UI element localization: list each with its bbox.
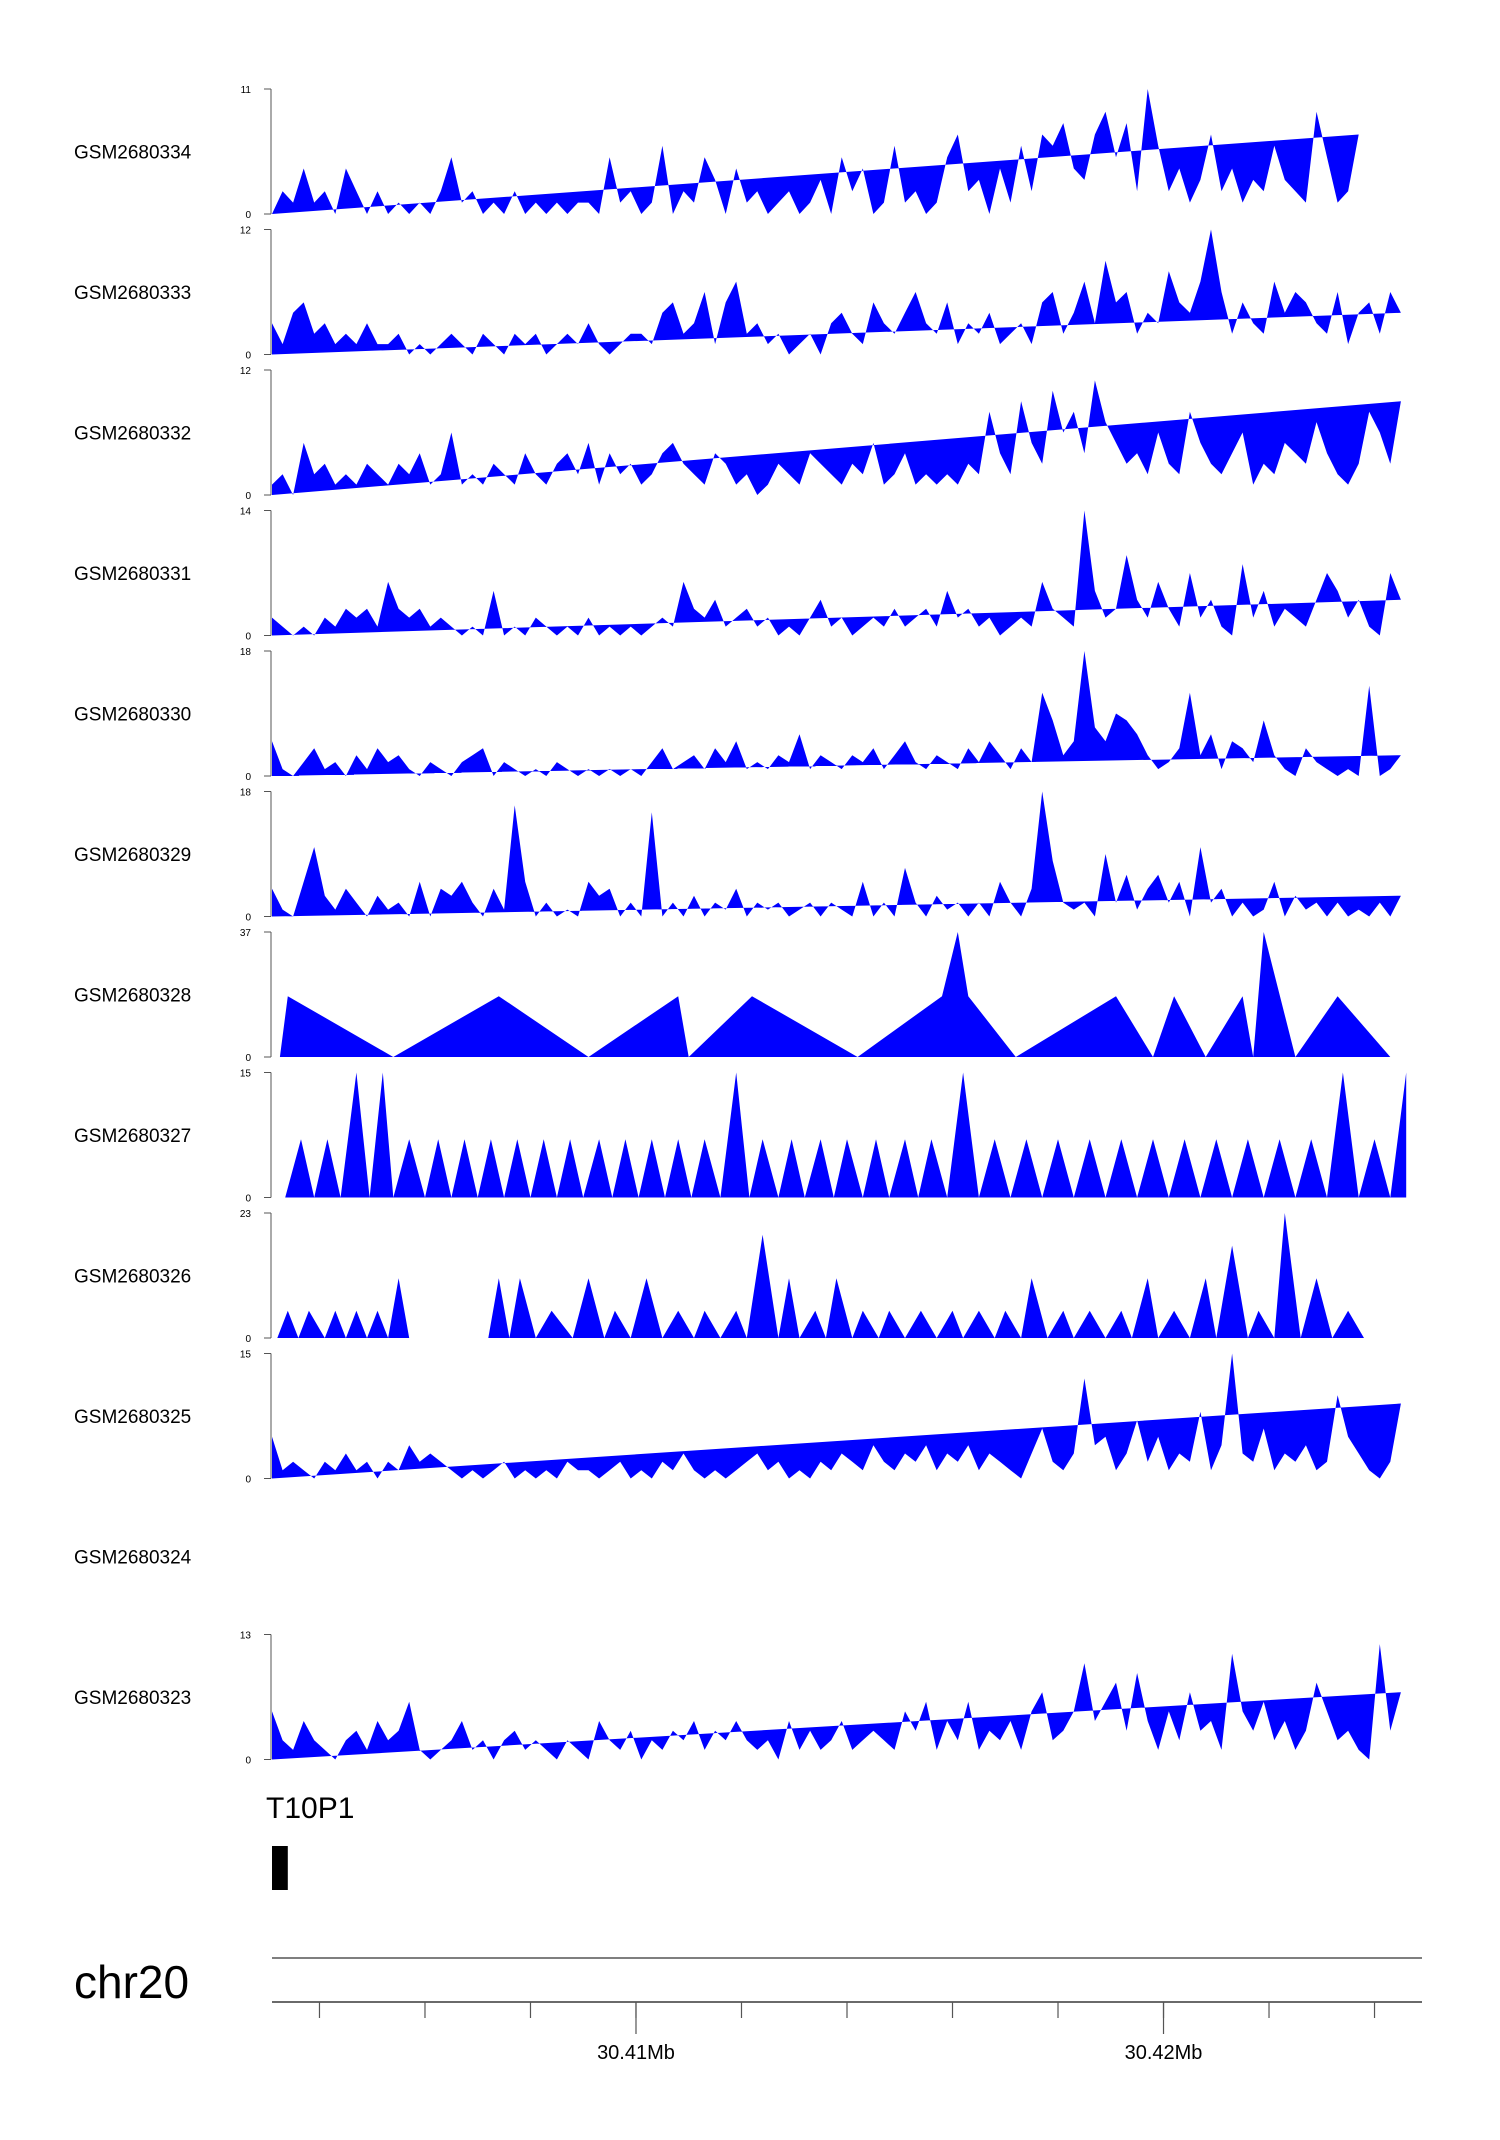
coverage-area — [285, 1072, 1407, 1198]
track-label: GSM2680333 — [74, 283, 191, 304]
track-GSM2680325: GSM2680325 15 0 — [74, 1350, 1401, 1486]
y-axis-min-label: 0 — [245, 210, 251, 221]
gene-feature — [272, 1846, 288, 1890]
track-label: GSM2680334 — [74, 143, 192, 164]
coverage-area — [272, 651, 1401, 776]
coverage-area — [272, 89, 1359, 214]
y-axis-min-label: 0 — [245, 913, 251, 924]
y-axis-max-label: 13 — [240, 1631, 252, 1642]
y-axis-max-label: 14 — [240, 507, 252, 518]
y-axis-min-label: 0 — [245, 1475, 251, 1486]
y-axis-max-label: 12 — [240, 226, 252, 237]
coverage-tracks: GSM2680334110GSM2680333120GSM2680332120G… — [74, 85, 1407, 1767]
coverage-area — [277, 1213, 1364, 1338]
y-axis-max-label: 18 — [240, 788, 252, 799]
track-label: GSM2680332 — [74, 424, 191, 445]
y-axis-min-label: 0 — [245, 772, 251, 783]
y-axis-max-label: 15 — [240, 1350, 252, 1361]
coverage-area — [272, 791, 1401, 917]
coverage-area — [272, 510, 1401, 636]
y-axis-max-label: 23 — [240, 1209, 252, 1220]
y-axis-min-label: 0 — [245, 632, 251, 643]
track-label: GSM2680324 — [74, 1548, 192, 1569]
y-axis-max-label: 12 — [240, 366, 252, 377]
track-label: GSM2680331 — [74, 564, 191, 585]
coverage-area — [272, 229, 1401, 355]
y-axis-max-label: 15 — [240, 1069, 252, 1080]
y-axis-min-label: 0 — [245, 1053, 251, 1064]
chromosome-label: chr20 — [74, 1956, 189, 2008]
track-label: GSM2680326 — [74, 1267, 191, 1288]
coverage-area — [272, 1353, 1401, 1479]
genome-axis-ticks: 30.41Mb 30.42Mb — [318, 2002, 1376, 2064]
track-GSM2680328: GSM2680328 37 0 — [74, 928, 1391, 1064]
track-GSM2680334: GSM2680334 11 0 — [74, 85, 1359, 221]
track-GSM2680327: GSM2680327 15 0 — [74, 1069, 1407, 1205]
track-GSM2680324: GSM2680324 — [74, 1548, 192, 1569]
track-GSM2680331: GSM2680331 14 0 — [74, 507, 1401, 643]
track-label: GSM2680330 — [74, 705, 191, 726]
y-axis-min-label: 0 — [245, 1334, 251, 1345]
y-axis-max-label: 18 — [240, 647, 252, 658]
x-axis-tick-label: 30.42Mb — [1125, 2042, 1203, 2064]
y-axis-max-label: 11 — [241, 85, 252, 96]
track-label: GSM2680329 — [74, 845, 191, 866]
x-axis-tick-label: 30.41Mb — [597, 2042, 675, 2064]
track-GSM2680330: GSM2680330 18 0 — [74, 647, 1401, 783]
track-label: GSM2680327 — [74, 1126, 191, 1147]
track-GSM2680326: GSM2680326 23 0 — [74, 1209, 1364, 1345]
y-axis-min-label: 0 — [245, 1756, 251, 1767]
gene-label: T10P1 — [266, 1792, 354, 1825]
coverage-area — [272, 1644, 1401, 1760]
track-label: GSM2680323 — [74, 1688, 191, 1709]
y-axis-max-label: 37 — [240, 928, 252, 939]
track-label: GSM2680325 — [74, 1407, 191, 1428]
y-axis-min-label: 0 — [245, 351, 251, 362]
track-GSM2680333: GSM2680333 12 0 — [74, 226, 1401, 362]
y-axis-min-label: 0 — [245, 491, 251, 502]
coverage-area — [279, 932, 1391, 1057]
track-GSM2680332: GSM2680332 12 0 — [74, 366, 1401, 502]
y-axis-min-label: 0 — [245, 1194, 251, 1205]
track-label: GSM2680328 — [74, 986, 191, 1007]
track-GSM2680329: GSM2680329 18 0 — [74, 788, 1401, 924]
coverage-area — [272, 380, 1401, 495]
track-GSM2680323: GSM2680323 13 0 — [74, 1631, 1401, 1767]
